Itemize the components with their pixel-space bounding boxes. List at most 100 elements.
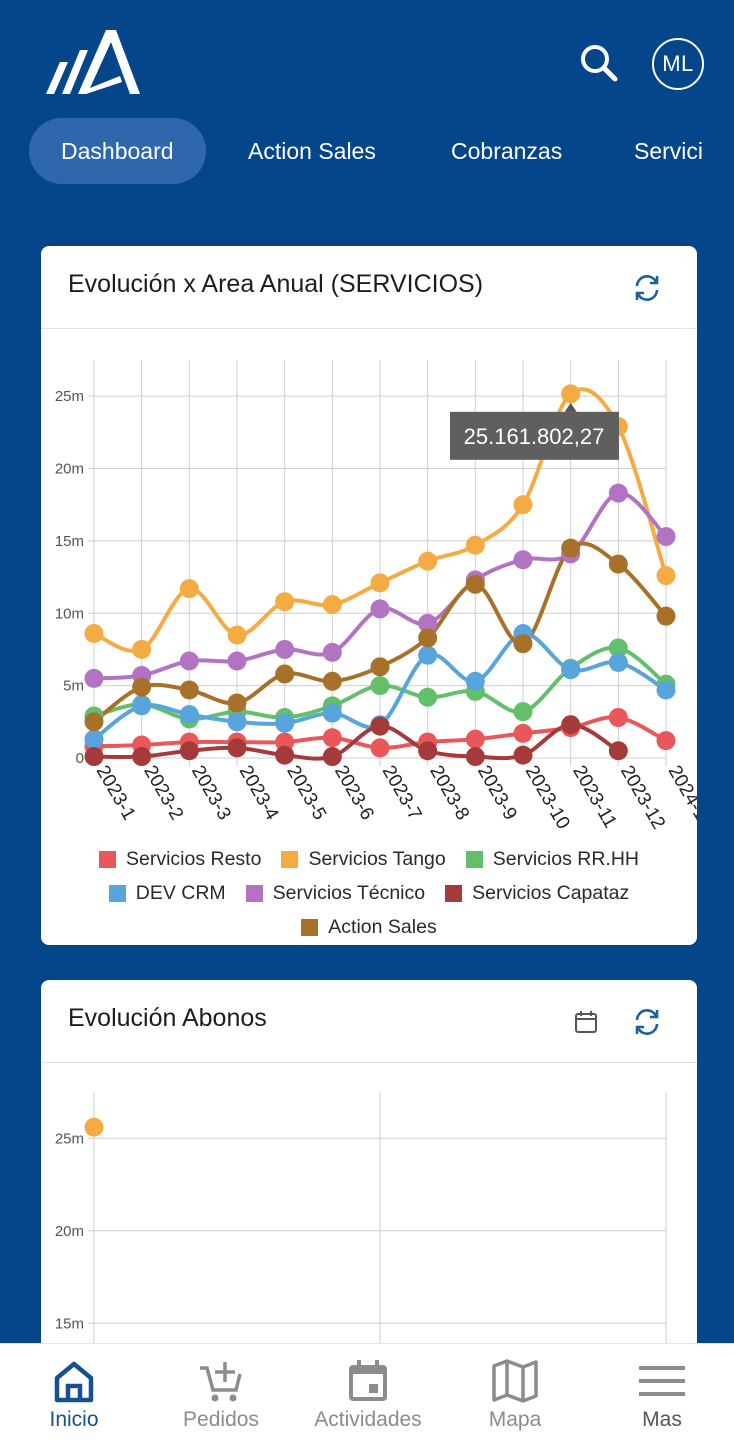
data-point	[275, 639, 295, 659]
data-point	[179, 741, 199, 761]
data-point	[275, 713, 295, 733]
search-button[interactable]	[576, 40, 622, 86]
data-point	[608, 483, 628, 503]
tab-dashboard[interactable]: Dashboard	[29, 118, 206, 184]
data-point	[656, 606, 676, 626]
nav-pedidos[interactable]: Pedidos	[148, 1344, 294, 1444]
app-header: ML Dashboard Action Sales Cobranzas Serv…	[0, 0, 734, 220]
data-point	[608, 707, 628, 727]
data-point	[275, 732, 295, 752]
nav-inicio[interactable]: Inicio	[1, 1344, 147, 1444]
legend-swatch	[301, 918, 319, 936]
data-point	[84, 712, 104, 732]
data-point	[322, 728, 342, 748]
legend-swatch	[465, 850, 483, 868]
data-point	[418, 741, 438, 761]
y-tick-label: 5m	[63, 678, 84, 695]
x-tick-label: 2023-4	[235, 762, 283, 824]
data-point	[132, 677, 152, 697]
user-avatar[interactable]: ML	[652, 38, 704, 90]
data-point	[322, 747, 342, 767]
y-tick-label: 20m	[55, 1223, 84, 1240]
x-tick-label: 2023-12	[616, 762, 669, 833]
card-title: Evolución x Area Anual (SERVICIOS)	[68, 270, 484, 298]
legend-row: DEV CRM Servicios Técnico Servicios Capata…	[41, 876, 697, 910]
data-point	[370, 738, 390, 758]
data-point	[561, 384, 581, 404]
data-point	[179, 680, 199, 700]
legend-item[interactable]: Servicios Capataz	[445, 882, 629, 905]
data-point	[275, 745, 295, 765]
calendar-icon	[575, 1011, 597, 1033]
y-tick-label: 10m	[55, 605, 84, 622]
bottom-navigation: Inicio Pedidos Actividades Mapa	[0, 1343, 734, 1444]
legend-swatch	[281, 850, 299, 868]
data-point	[227, 651, 247, 671]
legend-swatch	[445, 884, 463, 902]
data-point	[84, 668, 104, 688]
refresh-button[interactable]	[632, 1007, 662, 1037]
data-point	[608, 741, 628, 761]
data-point	[227, 738, 247, 758]
tab-servicios[interactable]: Servici	[634, 138, 704, 164]
data-point	[275, 664, 295, 684]
data-point	[465, 535, 485, 555]
legend-label: Servicios Tango	[308, 847, 446, 870]
x-tick-label: 2024-1	[664, 762, 697, 824]
card-title: Evolución Abonos	[68, 1004, 267, 1032]
nav-mas[interactable]: Mas	[589, 1344, 734, 1444]
data-point	[322, 671, 342, 691]
legend-item[interactable]: Servicios Técnico	[245, 881, 426, 905]
x-tick-label: 2023-1	[92, 762, 140, 824]
y-tick-label: 15m	[55, 533, 84, 550]
data-point	[608, 554, 628, 574]
data-point	[227, 625, 247, 645]
data-point	[227, 712, 247, 732]
nav-mapa[interactable]: Mapa	[442, 1344, 588, 1444]
refresh-button[interactable]	[632, 273, 662, 303]
data-point	[370, 716, 390, 736]
nav-actividades[interactable]: Actividades	[295, 1344, 441, 1444]
data-point	[370, 676, 390, 696]
data-point	[179, 579, 199, 599]
data-point	[179, 705, 199, 725]
legend-label: Action Sales	[328, 915, 437, 938]
tab-cobranzas[interactable]: Cobranzas	[451, 138, 563, 164]
data-point	[132, 639, 152, 659]
data-point	[322, 642, 342, 662]
data-point	[322, 595, 342, 615]
data-point	[84, 624, 104, 644]
legend-label: DEV CRM	[135, 881, 226, 904]
legend-item[interactable]: Servicios Resto	[98, 848, 261, 871]
x-tick-label: 2023-8	[425, 762, 473, 824]
data-point	[418, 645, 438, 665]
data-point	[465, 671, 485, 691]
nav-label: Mas	[642, 1408, 682, 1431]
x-tick-label: 2023-6	[330, 762, 378, 824]
legend-row: Servicios Resto Servicios Tango Servicios …	[41, 842, 697, 876]
tooltip-text: 25.161.802,27	[464, 424, 605, 449]
chart-legend: Servicios Resto Servicios Tango Servicios …	[41, 842, 697, 944]
refresh-icon	[635, 275, 659, 301]
legend-label: Servicios Técnico	[272, 881, 426, 904]
data-point	[561, 715, 581, 735]
data-point	[418, 628, 438, 648]
nav-label: Inicio	[49, 1408, 99, 1431]
y-tick-label: 15m	[55, 1315, 84, 1332]
data-point	[513, 550, 533, 570]
data-point	[608, 652, 628, 672]
calendar-button[interactable]	[571, 1007, 601, 1037]
x-tick-label: 2023-7	[378, 762, 426, 824]
tooltip-arrow	[564, 402, 577, 412]
data-point	[465, 574, 485, 594]
calendar-icon	[349, 1360, 387, 1401]
tab-action-sales[interactable]: Action Sales	[248, 138, 376, 164]
legend-item[interactable]: Servicios RR.HH	[465, 848, 639, 871]
legend-swatch	[98, 850, 116, 868]
legend-item[interactable]: DEV CRM	[108, 881, 226, 905]
nav-label: Pedidos	[183, 1408, 259, 1431]
legend-item[interactable]: Action Sales	[301, 915, 437, 939]
legend-item[interactable]: Servicios Tango	[281, 847, 446, 871]
data-point	[656, 566, 676, 586]
